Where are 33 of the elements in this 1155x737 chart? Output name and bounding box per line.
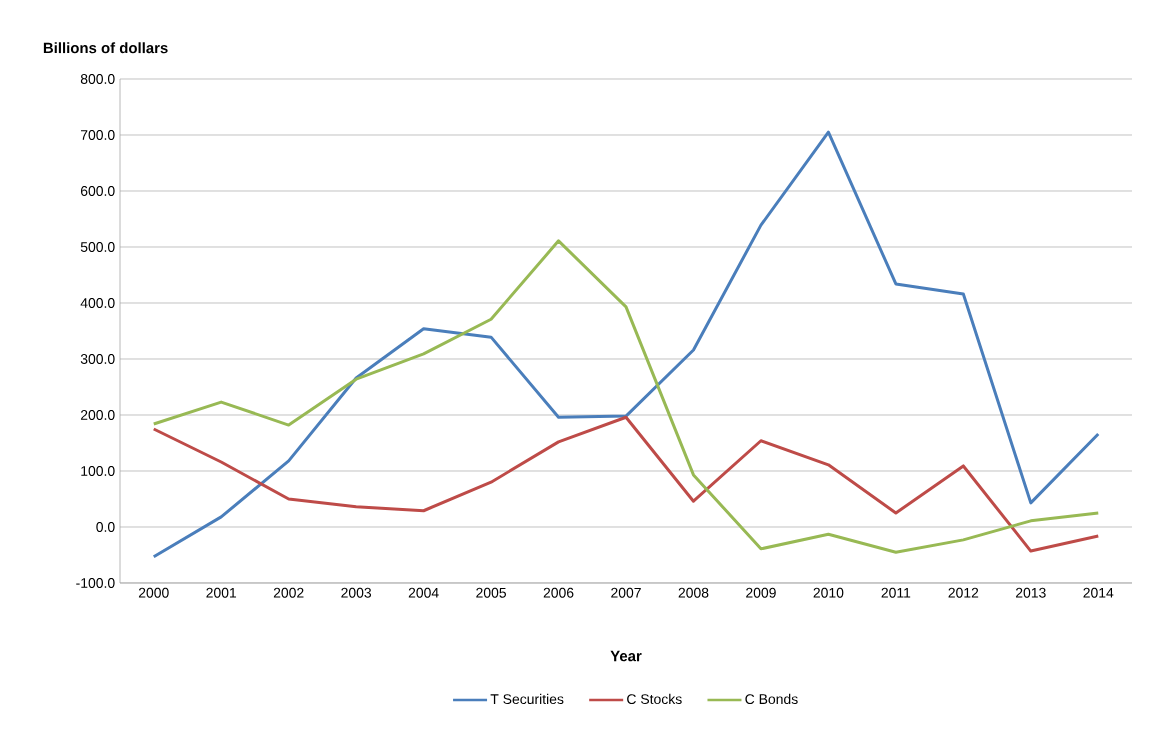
legend-label: T Securities xyxy=(490,693,564,705)
x-tick-label: 2006 xyxy=(543,587,574,598)
y-tick-label: 0.0 xyxy=(96,522,115,532)
x-tick-label: 2001 xyxy=(206,587,237,598)
x-tick-label: 2004 xyxy=(408,587,439,598)
x-tick-label: 2012 xyxy=(948,587,979,598)
x-tick-label: 2013 xyxy=(1015,587,1046,598)
y-tick-label: 800.0 xyxy=(80,74,115,84)
y-tick-label: -100.0 xyxy=(76,578,115,588)
y-tick-label: 200.0 xyxy=(80,410,115,420)
y-tick-label: 400.0 xyxy=(80,298,115,308)
x-tick-label: 2011 xyxy=(881,587,911,598)
y-tick-label: 700.0 xyxy=(80,130,115,140)
x-tick-label: 2007 xyxy=(611,587,641,598)
line-series xyxy=(152,415,1100,553)
x-axis-title: Year xyxy=(610,650,642,662)
line-series xyxy=(152,239,1100,554)
x-tick-label: 2000 xyxy=(138,587,169,598)
line-series xyxy=(152,130,1100,559)
x-tick-label: 2009 xyxy=(746,587,776,598)
x-tick-label: 2010 xyxy=(813,587,844,598)
y-tick-label: 300.0 xyxy=(80,354,115,364)
x-tick-label: 2003 xyxy=(341,587,372,598)
x-tick-label: 2005 xyxy=(476,587,506,598)
y-tick-label: 600.0 xyxy=(80,186,115,196)
y-tick-label: 500.0 xyxy=(80,242,115,252)
x-tick-label: 2014 xyxy=(1083,587,1114,598)
x-tick-label: 2002 xyxy=(273,587,304,598)
y-axis-title: Billions of dollars xyxy=(43,42,168,54)
x-tick-label: 2008 xyxy=(678,587,709,598)
legend-label: C Stocks xyxy=(627,693,682,705)
y-tick-label: 100.0 xyxy=(81,466,115,476)
legend-label: C Bonds xyxy=(745,693,798,705)
